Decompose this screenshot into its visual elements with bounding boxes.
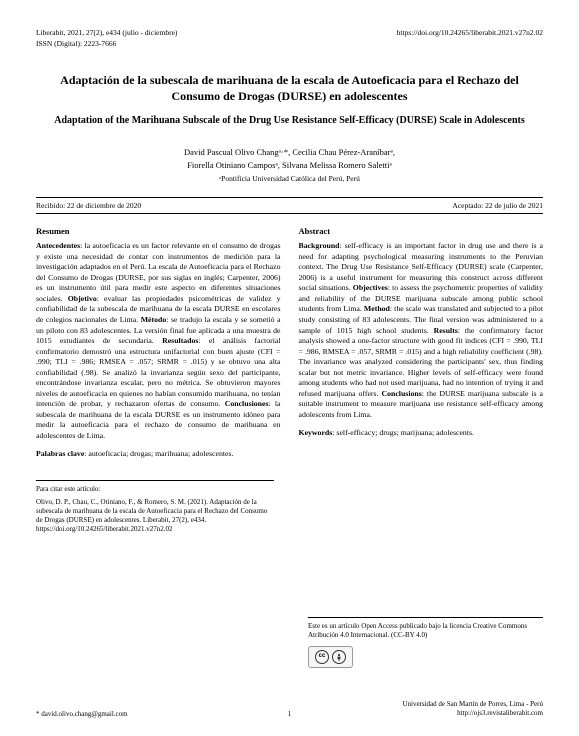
cc-icon: cc <box>315 650 329 664</box>
metodo-label: Método <box>141 315 167 324</box>
corresponding-email[interactable]: * david.olivo.chang@gmail.com <box>36 710 128 718</box>
affiliation: ᵃPontificia Universidad Católica del Per… <box>36 174 543 183</box>
results-label: Results <box>434 326 458 335</box>
resumen-column: Resumen Antecedentes: la autoeficacia es… <box>36 226 281 467</box>
title-english: Adaptation of the Marihuana Subscale of … <box>36 114 543 128</box>
palabras-clave: Palabras clave: autoeficacia; drogas; ma… <box>36 449 281 460</box>
title-spanish: Adaptación de la subescala de marihuana … <box>36 72 543 104</box>
conclusiones-label: Conclusiones <box>225 399 269 408</box>
date-received: Recibido: 22 de diciembre de 2020 <box>36 201 141 210</box>
issn: ISSN (Digital): 2223-7666 <box>36 39 543 48</box>
authors-line-1: David Pascual Olivo Changᵃ·*, Cecilia Ch… <box>36 146 543 159</box>
doi-link[interactable]: https://doi.org/10.24265/liberabit.2021.… <box>397 28 543 37</box>
date-accepted: Aceptado: 22 de julio de 2021 <box>452 201 543 210</box>
antecedentes-label: Antecedentes <box>36 241 80 250</box>
cc-text: Este es un artículo Open Access publicad… <box>308 622 543 640</box>
background-label: Background <box>299 241 340 250</box>
citation-block: Para citar este artículo: Olivo, D. P., … <box>36 480 274 534</box>
resumen-heading: Resumen <box>36 226 281 236</box>
footer-institution: Universidad de San Martín de Porres, Lim… <box>402 700 543 709</box>
authors-line-2: Fiorella Otiniano Camposᵃ, Silvana Melis… <box>36 159 543 172</box>
footer-url[interactable]: http://ojs3.revistaliberabit.com <box>402 709 543 718</box>
resumen-body: Antecedentes: la autoeficacia es un fact… <box>36 241 281 441</box>
conclusions-label: Conclusions <box>381 389 421 398</box>
cc-badge-icon: cc <box>308 646 353 668</box>
objectives-label: Objectives <box>353 283 388 292</box>
cite-text: Olivo, D. P., Chau, C., Otiniano, F., & … <box>36 498 274 534</box>
abstract-column: Abstract Background: self-efficacy is an… <box>299 226 544 467</box>
cite-heading: Para citar este artículo: <box>36 485 274 494</box>
cc-block: Este es un artículo Open Access publicad… <box>308 617 543 668</box>
keywords: Keywords: self-efficacy; drugs; marijuan… <box>299 428 544 439</box>
page-number: 1 <box>288 710 292 718</box>
journal-ref: Liberabit, 2021, 27(2), e434 (julio - di… <box>36 28 177 37</box>
abstract-heading: Abstract <box>299 226 544 236</box>
by-icon <box>332 650 346 664</box>
resultados-label: Resultados <box>162 336 198 345</box>
objetivo-label: Objetivo <box>68 294 97 303</box>
abstract-body: Background: self-efficacy is an importan… <box>299 241 544 420</box>
method-label: Method <box>364 304 390 313</box>
